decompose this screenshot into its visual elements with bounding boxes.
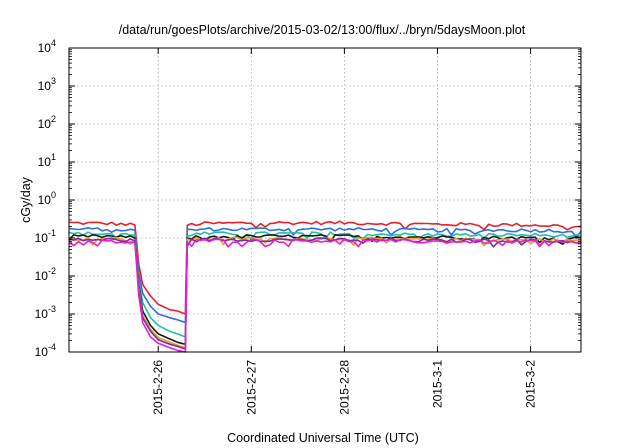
chart-title: /data/run/goesPlots/archive/2015-03-02/1… [119,23,526,37]
y-tick-exponent: -3 [48,304,56,314]
y-tick-exponent: 1 [51,152,56,162]
y-tick-label: 100 [38,190,56,207]
y-tick-exponent: 3 [51,76,56,86]
y-tick-exponent: 2 [51,114,56,124]
y-tick-exponent: -4 [48,342,56,352]
y-tick-exponent: -2 [48,266,56,276]
series-line-3 [68,231,582,338]
y-tick-base: 10 [38,193,52,207]
x-tick-label: 2015-3-2 [524,360,538,408]
series-line-7 [68,238,582,353]
y-tick-exponent: 4 [51,38,56,48]
y-tick-base: 10 [38,79,52,93]
x-tick-label: 2015-2-28 [337,360,351,415]
series-lines [68,220,582,353]
y-tick-label: 10-2 [35,266,56,283]
y-tick-base: 10 [35,269,49,283]
y-tick-label: 10-4 [35,342,56,359]
y-tick-label: 104 [38,38,56,55]
y-tick-label: 10-1 [35,228,56,245]
grid-lines [69,48,581,352]
y-tick-base: 10 [38,155,52,169]
x-tick-label: 2015-2-26 [151,360,165,415]
series-line-6 [68,237,582,350]
y-tick-base: 10 [35,307,49,321]
x-axis-title: Coordinated Universal Time (UTC) [227,431,419,445]
x-tick-label: 2015-3-1 [430,360,444,408]
y-tick-exponent: -1 [48,228,56,238]
y-axis-title: cGy/day [19,176,33,223]
series-line-5 [68,236,582,349]
y-tick-base: 10 [38,41,52,55]
x-tick-label: 2015-2-27 [244,360,258,415]
y-tick-label: 10-3 [35,304,56,321]
y-tick-base: 10 [38,117,52,131]
y-tick-label: 101 [38,152,56,169]
y-tick-label: 102 [38,114,56,131]
x-ticks: 2015-2-26 2015-2-27 2015-2-28 2015-3-1 2015-… [151,48,538,415]
series-line-1 [68,220,582,315]
y-tick-label: 103 [38,76,56,93]
y-tick-exponent: 0 [51,190,56,200]
y-tick-base: 10 [35,345,49,359]
y-tick-base: 10 [35,231,49,245]
series-line-2 [68,227,582,324]
